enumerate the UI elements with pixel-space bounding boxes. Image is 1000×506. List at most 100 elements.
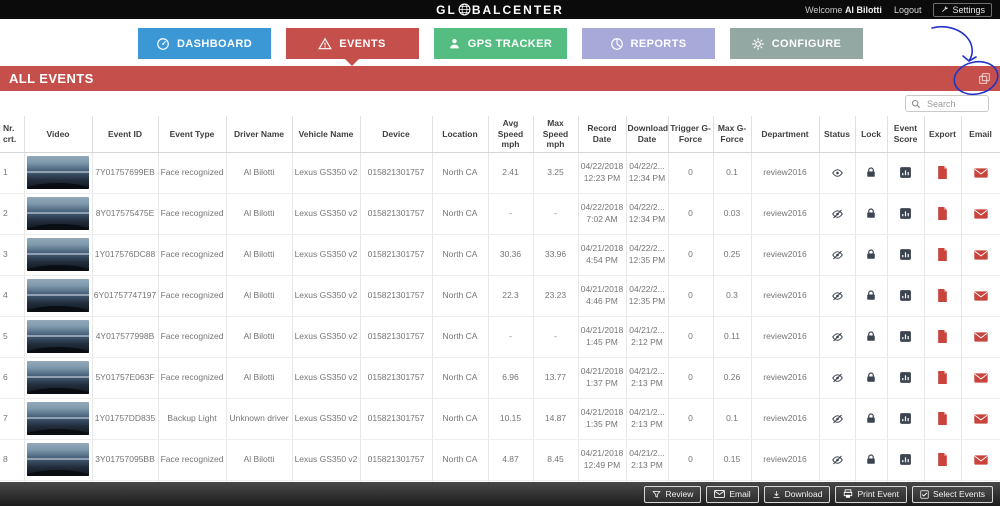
lock-icon[interactable]	[865, 166, 877, 179]
device-cell: 015821301757	[360, 316, 433, 358]
department-cell: review2016	[751, 439, 820, 481]
email-icon[interactable]	[973, 168, 988, 178]
export-pdf-icon[interactable]	[937, 412, 948, 426]
column-header: Department	[751, 116, 820, 153]
lock-icon[interactable]	[865, 412, 877, 425]
max-speed-cell: -	[533, 193, 579, 235]
settings-button[interactable]: Settings	[933, 2, 992, 17]
table-row[interactable]: 8 3Y01757095BB Face recognized Al Bilott…	[0, 439, 1000, 481]
export-pdf-icon[interactable]	[937, 166, 948, 180]
event-type-cell: Face recognized	[158, 316, 227, 358]
table-row[interactable]: 6 5Y01757E063F Face recognized Al Bilott…	[0, 357, 1000, 399]
warning-triangle-icon	[318, 37, 333, 51]
copy-events-icon[interactable]	[978, 72, 991, 85]
tab-label: DASHBOARD	[176, 37, 253, 50]
email-icon[interactable]	[973, 332, 988, 342]
video-thumbnail[interactable]	[27, 238, 89, 272]
event-score-icon[interactable]	[899, 248, 912, 261]
table-row[interactable]: 3 1Y017576DC88 Face recognized Al Bilott…	[0, 234, 1000, 276]
table-row[interactable]: 7 1Y01757DD835 Backup Light Unknown driv…	[0, 398, 1000, 440]
lock-icon[interactable]	[865, 330, 877, 343]
video-thumbnail[interactable]	[27, 361, 89, 395]
avg-speed-cell: 4.87	[488, 439, 534, 481]
record-date-cell: 04/21/2018 4:54 PM	[578, 234, 627, 276]
event-type-cell: Face recognized	[158, 193, 227, 235]
status-eye-icon[interactable]	[830, 454, 845, 466]
status-eye-icon[interactable]	[830, 249, 845, 261]
event-score-icon[interactable]	[899, 371, 912, 384]
tab-events[interactable]: EVENTS	[285, 28, 419, 66]
export-pdf-icon[interactable]	[937, 289, 948, 303]
tab-reports[interactable]: REPORTS	[581, 28, 715, 59]
review-button[interactable]: Review	[644, 485, 702, 503]
video-thumbnail[interactable]	[27, 402, 89, 436]
vehicle-name-cell: Lexus GS350 v2	[292, 275, 361, 317]
video-thumbnail[interactable]	[27, 156, 89, 190]
print-event-button[interactable]: Print Event	[835, 485, 908, 503]
thumbnail-dashboard	[27, 429, 89, 436]
event-score-icon[interactable]	[899, 166, 912, 179]
tab-dashboard[interactable]: DASHBOARD	[137, 28, 271, 59]
export-pdf-icon[interactable]	[937, 453, 948, 467]
record-date-cell: 04/21/2018 1:45 PM	[578, 316, 627, 358]
logout-link[interactable]: Logout	[893, 4, 922, 15]
main-navigation: DASHBOARD EVENTS GPS TRACKER	[0, 19, 1000, 66]
lock-icon[interactable]	[865, 248, 877, 261]
email-icon[interactable]	[973, 414, 988, 424]
status-eye-icon[interactable]	[830, 413, 845, 425]
event-score-icon[interactable]	[899, 453, 912, 466]
download-button[interactable]: Download	[763, 485, 831, 503]
email-icon[interactable]	[973, 455, 988, 465]
export-pdf-icon[interactable]	[937, 207, 948, 221]
download-date-cell: 04/22/2... 12:34 PM	[626, 152, 669, 194]
email-icon[interactable]	[973, 209, 988, 219]
event-score-icon[interactable]	[899, 207, 912, 220]
video-thumbnail[interactable]	[27, 197, 89, 231]
event-score-icon[interactable]	[899, 412, 912, 425]
export-pdf-icon[interactable]	[937, 371, 948, 385]
lock-icon[interactable]	[865, 371, 877, 384]
email-button[interactable]: Email	[706, 485, 759, 503]
export-pdf-icon[interactable]	[937, 330, 948, 344]
column-header: Video	[24, 116, 93, 153]
table-row[interactable]: 1 7Y01757699EB Face recognized Al Bilott…	[0, 152, 1000, 194]
settings-label: Settings	[952, 4, 985, 15]
download-date-cell: 04/22/2... 12:35 PM	[626, 234, 669, 276]
lock-icon[interactable]	[865, 207, 877, 220]
table-row[interactable]: 2 8Y017575475E Face recognized Al Bilott…	[0, 193, 1000, 235]
export-pdf-icon[interactable]	[937, 248, 948, 262]
lock-icon[interactable]	[865, 289, 877, 302]
lock-icon[interactable]	[865, 453, 877, 466]
thumbnail-horizon	[27, 253, 89, 256]
status-eye-icon[interactable]	[830, 372, 845, 384]
max-gforce-cell: 0.3	[713, 275, 752, 317]
row-number: 2	[0, 193, 25, 235]
tab-gps-tracker[interactable]: GPS TRACKER	[433, 28, 567, 59]
status-eye-icon[interactable]	[830, 331, 845, 343]
thumbnail-horizon	[27, 458, 89, 461]
email-icon[interactable]	[973, 250, 988, 260]
select-events-button[interactable]: Select Events	[912, 485, 993, 503]
event-score-icon[interactable]	[899, 289, 912, 302]
gear-icon	[751, 37, 765, 51]
trigger-gforce-cell: 0	[668, 316, 714, 358]
status-eye-icon[interactable]	[830, 167, 845, 179]
email-icon[interactable]	[973, 291, 988, 301]
status-eye-icon[interactable]	[830, 290, 845, 302]
video-thumbnail[interactable]	[27, 443, 89, 477]
table-row[interactable]: 4 6Y01757747197 Face recognized Al Bilot…	[0, 275, 1000, 317]
download-date-cell: 04/22/2... 12:34 PM	[626, 193, 669, 235]
tab-configure[interactable]: CONFIGURE	[729, 28, 863, 59]
footer-action-bar: Review Email Download Print Event Select…	[0, 482, 1000, 506]
tab-label: REPORTS	[630, 37, 687, 50]
department-cell: review2016	[751, 357, 820, 399]
status-eye-icon[interactable]	[830, 208, 845, 220]
table-row[interactable]: 5 4Y017577998B Face recognized Al Bilott…	[0, 316, 1000, 358]
location-cell: North CA	[432, 234, 489, 276]
max-gforce-cell: 0.1	[713, 152, 752, 194]
search-input[interactable]	[925, 97, 983, 110]
email-icon[interactable]	[973, 373, 988, 383]
event-score-icon[interactable]	[899, 330, 912, 343]
video-thumbnail[interactable]	[27, 320, 89, 354]
video-thumbnail[interactable]	[27, 279, 89, 313]
